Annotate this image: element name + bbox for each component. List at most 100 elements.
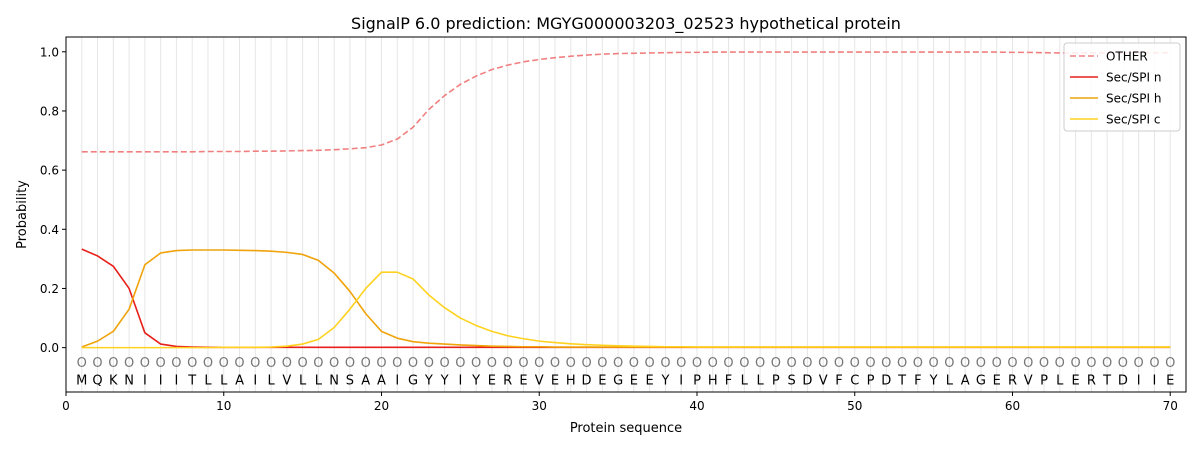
legend-box <box>1063 42 1181 132</box>
residue-label: A <box>235 374 244 389</box>
residue-label: E <box>993 374 1001 389</box>
residue-label: L <box>204 374 212 389</box>
y-axis-ticks: 0.0 0.2 0.4 0.6 0.8 1.0 <box>40 45 66 355</box>
residue-label: F <box>914 374 921 389</box>
x-tick-label: 60 <box>1005 399 1020 413</box>
region-marker: O <box>660 356 670 371</box>
y-tick-label: 0.6 <box>40 164 59 178</box>
region-marker: O <box>613 356 623 371</box>
region-marker: O <box>250 356 260 371</box>
residue-label: V <box>819 374 828 389</box>
region-marker: O <box>881 356 891 371</box>
series-line-2 <box>81 249 1171 348</box>
series-lines <box>81 51 1171 349</box>
residue-label: S <box>788 374 796 389</box>
residue-label: N <box>329 374 339 389</box>
residue-label: F <box>725 374 732 389</box>
region-marker: O <box>471 356 481 371</box>
residue-label: K <box>109 374 118 389</box>
region-marker: O <box>92 356 102 371</box>
residue-label: E <box>519 374 527 389</box>
residue-label: I <box>1137 374 1141 389</box>
y-tick-label: 0.8 <box>40 104 59 118</box>
region-marker: O <box>739 356 749 371</box>
region-marker: O <box>1165 356 1175 371</box>
residue-label: E <box>551 374 559 389</box>
region-marker: O <box>313 356 323 371</box>
region-marker: O <box>1070 356 1080 371</box>
region-marker: O <box>976 356 986 371</box>
region-marker: O <box>518 356 528 371</box>
region-marker: O <box>77 356 87 371</box>
x-axis-ticks: 0 10 20 30 40 50 60 70 <box>62 392 1178 413</box>
residue-label: L <box>299 374 307 389</box>
y-tick-label: 0.4 <box>40 223 59 237</box>
region-marker: O <box>1055 356 1065 371</box>
region-marker: O <box>1134 356 1144 371</box>
region-marker: O <box>771 356 781 371</box>
residue-label: D <box>802 374 812 389</box>
region-marker: O <box>487 356 497 371</box>
region-marker: O <box>1007 356 1017 371</box>
residue-label: I <box>253 374 257 389</box>
residue-label: Q <box>92 374 102 389</box>
residue-label: L <box>946 374 954 389</box>
residue-label: Y <box>929 374 938 389</box>
region-marker: O <box>676 356 686 371</box>
x-tick-label: 50 <box>847 399 862 413</box>
residue-label: E <box>1071 374 1079 389</box>
residue-label: V <box>535 374 544 389</box>
y-tick-label: 1.0 <box>40 45 59 59</box>
region-marker: O <box>266 356 276 371</box>
legend-label-2: Sec/SPI h <box>1106 92 1161 106</box>
x-tick-label: 30 <box>532 399 547 413</box>
plot-frame <box>65 36 1187 393</box>
residue-label: T <box>1102 374 1111 389</box>
region-marker: O <box>928 356 938 371</box>
region-marker: O <box>156 356 166 371</box>
residue-label: R <box>1008 374 1017 389</box>
region-marker: O <box>534 356 544 371</box>
residue-label: E <box>630 374 638 389</box>
residue-label: I <box>143 374 147 389</box>
residue-label: S <box>346 374 354 389</box>
region-marker: O <box>455 356 465 371</box>
region-marker: O <box>108 356 118 371</box>
region-marker: O <box>1102 356 1112 371</box>
residue-label: I <box>175 374 179 389</box>
region-marker: O <box>645 356 655 371</box>
series-line-3 <box>81 271 1171 349</box>
residue-label: P <box>1040 374 1048 389</box>
sequence-annotations: OMOQOKONOIOIOIOTOLOLOAOIOLOVOLOLONOSOAOA… <box>76 356 1175 389</box>
region-marker: O <box>424 356 434 371</box>
region-marker: O <box>960 356 970 371</box>
residue-label: E <box>1166 374 1174 389</box>
region-marker: O <box>787 356 797 371</box>
residue-label: Y <box>424 374 433 389</box>
residue-label: L <box>220 374 228 389</box>
residue-label: T <box>187 374 196 389</box>
residue-label: I <box>159 374 163 389</box>
residue-label: G <box>976 374 986 389</box>
residue-label: I <box>1153 374 1157 389</box>
region-marker: O <box>566 356 576 371</box>
region-marker: O <box>1023 356 1033 371</box>
x-tick-label: 0 <box>62 399 70 413</box>
region-marker: O <box>1118 356 1128 371</box>
residue-label: Y <box>440 374 449 389</box>
region-marker: O <box>865 356 875 371</box>
residue-label: F <box>835 374 842 389</box>
residue-label: E <box>598 374 606 389</box>
x-tick-label: 40 <box>689 399 704 413</box>
region-marker: O <box>203 356 213 371</box>
region-marker: O <box>802 356 812 371</box>
residue-label: L <box>315 374 323 389</box>
residue-label: E <box>488 374 496 389</box>
region-marker: O <box>581 356 591 371</box>
residue-label: A <box>361 374 370 389</box>
region-marker: O <box>408 356 418 371</box>
residue-label: L <box>756 374 764 389</box>
residue-label: D <box>881 374 891 389</box>
region-marker: O <box>439 356 449 371</box>
region-marker: O <box>503 356 513 371</box>
